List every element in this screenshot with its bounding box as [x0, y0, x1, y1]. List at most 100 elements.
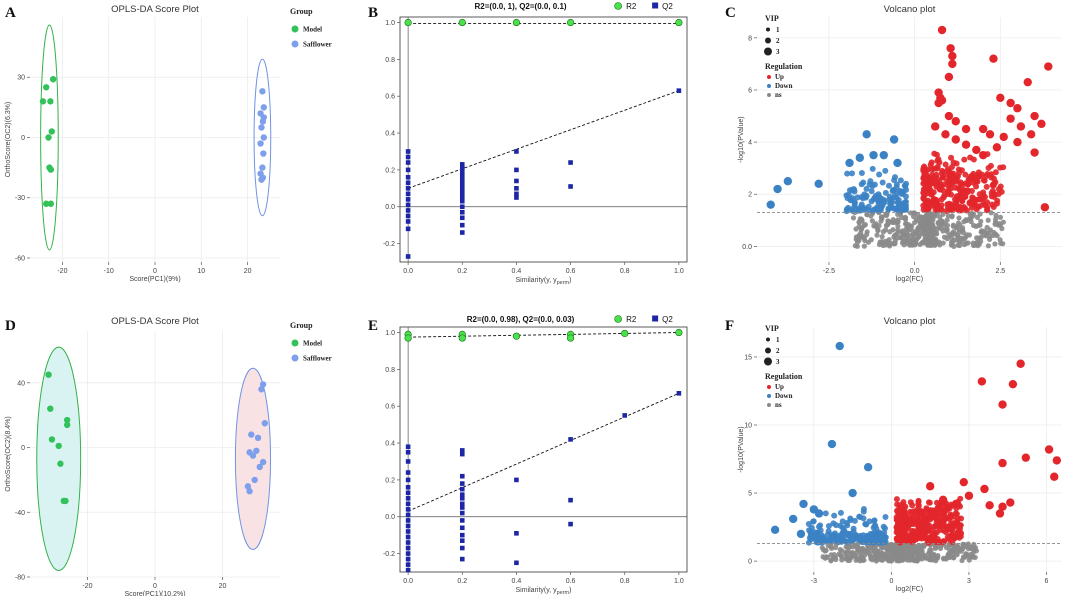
q2-point: [405, 160, 411, 165]
legend-vip-label: 3: [776, 358, 780, 366]
ns-point: [951, 554, 957, 561]
q2-point: [459, 525, 465, 531]
down-point: [866, 181, 873, 188]
ns-point: [949, 213, 955, 219]
q2-point: [405, 219, 411, 224]
x-axis-label-main: Similarity(y, y: [516, 587, 558, 594]
ns-point: [928, 240, 934, 246]
up-point-labeled: [1044, 62, 1053, 71]
plot-title: R2=(0.0, 1), Q2=(0.0, 0.1): [475, 2, 567, 11]
ns-point: [892, 233, 898, 239]
down-point: [837, 522, 844, 529]
up-point-labeled: [978, 150, 988, 160]
x-axis-label: Similarity(y, yperm): [516, 587, 572, 596]
ns-point: [873, 556, 880, 562]
ns-point: [961, 219, 967, 225]
legend-regulation-marker-ns: [767, 93, 771, 97]
score-point-safflower: [246, 488, 253, 495]
confidence-ellipse-safflower: [253, 58, 272, 217]
up-point: [948, 154, 955, 161]
up-point-labeled: [946, 44, 955, 53]
plot-frame: [399, 16, 688, 263]
up-point: [957, 495, 964, 502]
score-point-model: [57, 460, 64, 467]
up-point: [899, 526, 906, 533]
ns-point: [917, 219, 923, 225]
down-point: [818, 539, 825, 546]
ns-point: [926, 219, 932, 226]
down-point: [873, 530, 880, 537]
down-point: [868, 188, 875, 195]
legend-regulation-label: ns: [775, 91, 782, 99]
x-tick-label: 2.5: [995, 268, 1005, 275]
down-point: [888, 204, 895, 211]
r2-point: [675, 328, 683, 337]
panel-label: D: [5, 318, 16, 334]
up-point-labeled: [1006, 498, 1015, 507]
q2-point: [568, 184, 573, 189]
q2-point: [459, 230, 465, 235]
up-point: [893, 496, 900, 503]
ns-point: [909, 545, 915, 552]
up-point: [937, 523, 944, 530]
x-axis-label-subscript: perm: [557, 590, 570, 596]
q2-point: [405, 213, 411, 219]
x-tick-label: 0.0: [403, 578, 413, 585]
up-point: [988, 171, 995, 178]
y-tick-label: 10: [744, 423, 752, 430]
ns-point: [895, 223, 901, 229]
legend-regulation-title: Regulation: [765, 62, 803, 71]
up-point-labeled: [951, 135, 960, 144]
x-tick-label: 6: [1045, 578, 1049, 585]
q2-point: [459, 209, 465, 215]
volcano-plot-F: F Volcano plot -3 0 3 6 0 5 10 15 log2(FC) -log10(P…: [725, 316, 1062, 593]
up-point-labeled: [944, 72, 954, 82]
down-point: [882, 513, 889, 520]
q2-point: [459, 518, 465, 523]
x-tick-label: -10: [104, 268, 114, 275]
r2-point: [404, 334, 412, 342]
q2-regression-line: [407, 90, 680, 189]
up-point-labeled: [1037, 119, 1046, 129]
down-point: [848, 196, 855, 203]
up-point: [931, 150, 938, 157]
confidence-ellipse-model: [36, 346, 82, 572]
confidence-ellipse-safflower: [234, 367, 272, 550]
legend-regulation-label: Up: [775, 383, 784, 391]
ns-point: [910, 213, 917, 220]
ns-point: [998, 240, 1004, 246]
y-tick-label: 0.6: [385, 94, 395, 101]
ns-point: [852, 542, 858, 548]
ns-point: [985, 243, 992, 249]
up-point: [939, 539, 946, 546]
ns-point: [920, 543, 926, 549]
up-point: [912, 532, 919, 539]
down-point-labeled: [848, 488, 857, 498]
up-point: [959, 181, 966, 188]
ns-point: [955, 242, 961, 248]
up-point: [937, 186, 944, 193]
ns-point: [951, 229, 957, 235]
score-point-model: [43, 200, 50, 207]
ns-point: [946, 550, 952, 556]
down-point: [806, 534, 813, 541]
x-axis-label: Score(PC1)(10.2%): [124, 591, 185, 596]
q2-point: [514, 167, 519, 173]
down-point-labeled: [855, 153, 865, 162]
up-point: [958, 207, 965, 214]
down-point: [808, 524, 815, 531]
r2-point: [675, 18, 683, 27]
up-point: [916, 518, 923, 525]
score-point-model: [48, 128, 55, 135]
up-point: [962, 171, 969, 178]
x-tick-label: 0.6: [566, 268, 576, 275]
ns-point: [955, 220, 962, 226]
down-point: [862, 205, 869, 212]
y-tick-label: 0.0: [385, 514, 395, 521]
up-point: [938, 507, 945, 514]
score-point-model: [49, 76, 57, 83]
ns-point: [868, 213, 874, 219]
y-tick-label: 1.0: [385, 20, 395, 27]
ns-point: [885, 545, 892, 551]
x-axis-label: Similarity(y, yperm): [516, 277, 572, 286]
